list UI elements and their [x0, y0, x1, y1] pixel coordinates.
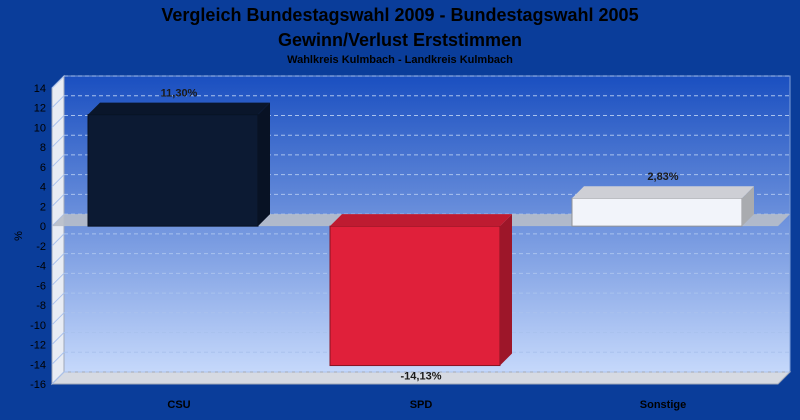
- bar-csu: [87, 102, 270, 227]
- y-tick-label: 12: [34, 103, 46, 115]
- x-tick-label: Sonstige: [640, 399, 686, 411]
- gridline-side: [51, 332, 65, 345]
- y-tick-label: 4: [40, 182, 46, 194]
- bar-front: [571, 197, 743, 227]
- gridline-side: [51, 351, 65, 365]
- bar-front: [329, 225, 501, 367]
- gridline-side: [51, 312, 65, 326]
- y-tick-label: -2: [36, 241, 46, 253]
- gridline-side: [51, 292, 65, 306]
- y-axis-label: %: [13, 231, 25, 241]
- data-label: 11,30%: [161, 88, 198, 100]
- y-tick-label: -4: [36, 261, 46, 273]
- y-tick-label: 8: [40, 142, 46, 154]
- bar-side: [258, 102, 270, 227]
- bar-sonstige: [571, 186, 754, 227]
- plot-side-wall: [51, 74, 65, 386]
- gridline-side: [51, 194, 65, 207]
- y-tick-label: 6: [40, 162, 46, 174]
- y-tick-label: 0: [40, 221, 46, 233]
- bar-top: [572, 186, 754, 199]
- x-tick-label: SPD: [410, 399, 433, 411]
- gridline-side: [51, 371, 65, 385]
- gridline-side: [51, 174, 65, 188]
- gridline-side: [51, 272, 65, 286]
- x-tick-label: CSU: [167, 399, 190, 411]
- bar-front: [87, 114, 259, 227]
- gridline-side: [51, 75, 65, 89]
- y-tick-label: -6: [36, 280, 46, 292]
- y-tick-label: -10: [30, 320, 46, 332]
- gridline-side: [51, 95, 65, 109]
- chart-title: Vergleich Bundestagswahl 2009 - Bundesta…: [161, 5, 639, 25]
- gridline-side: [51, 115, 65, 128]
- bar-top: [88, 102, 270, 115]
- y-tick-label: -14: [30, 359, 46, 371]
- y-tick-label: 2: [40, 201, 46, 213]
- data-label: -14,13%: [401, 371, 442, 383]
- gridline-side: [51, 154, 65, 168]
- gridline-side: [51, 233, 65, 247]
- y-tick-label: 10: [34, 122, 46, 134]
- bar-side: [500, 214, 512, 366]
- gridline-side: [51, 134, 65, 148]
- y-tick-label: 14: [34, 83, 46, 95]
- y-tick-label: -16: [30, 379, 46, 391]
- data-label: 2,83%: [647, 171, 678, 183]
- y-tick-label: -8: [36, 300, 46, 312]
- chart-subtitle: Wahlkreis Kulmbach - Landkreis Kulmbach: [287, 54, 513, 66]
- chart-title-line-2: Gewinn/Verlust Erststimmen: [277, 30, 523, 50]
- bar-top: [330, 214, 512, 227]
- bar-side: [742, 186, 754, 227]
- y-tick-label: -12: [30, 340, 46, 352]
- gridline-side: [51, 253, 65, 266]
- bar-spd: [329, 214, 512, 367]
